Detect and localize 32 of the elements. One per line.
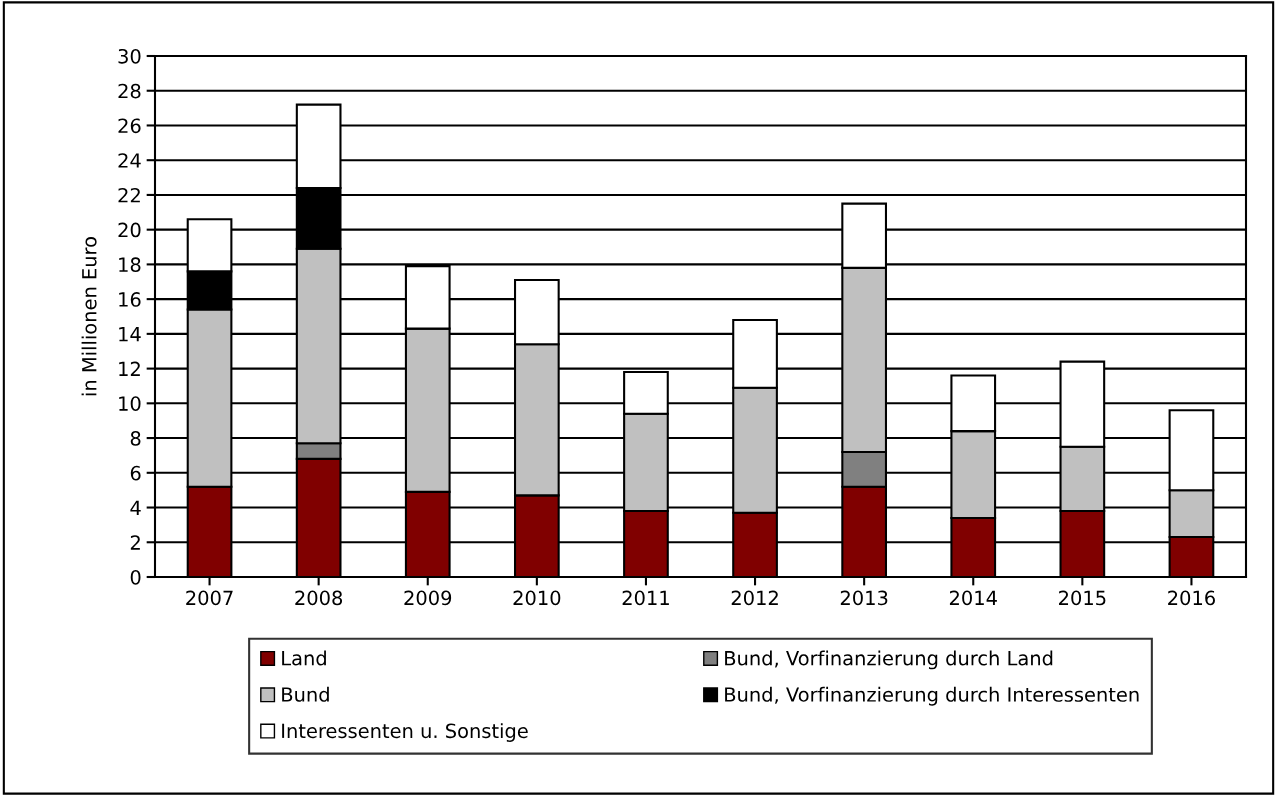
y-tick-label: 16 <box>119 292 141 307</box>
y-tick-label: 6 <box>130 465 141 481</box>
y-tick-label: 14 <box>119 327 141 342</box>
y-tick-label: 20 <box>118 222 141 238</box>
x-tick-label: 2009 <box>404 590 452 606</box>
y-tick-label: 24 <box>118 153 141 168</box>
legend-label: Land <box>282 650 326 666</box>
x-tick-label: 2016 <box>1168 590 1215 606</box>
legend-label: Bund, Vorfinanzierung durch Land <box>725 650 1053 670</box>
y-tick-label: 18 <box>119 257 141 273</box>
x-tick-label: 2007 <box>186 590 233 606</box>
y-tick-label: 12 <box>119 361 140 376</box>
y-tick-label: 10 <box>119 396 141 411</box>
legend-label: Interessenten u. Sonstige <box>282 723 528 742</box>
x-tick-label: 2013 <box>840 590 888 606</box>
x-tick-label: 2014 <box>949 590 997 606</box>
y-tick-label: 0 <box>130 569 141 585</box>
y-tick-label: 22 <box>118 187 140 203</box>
x-tick-label: 2015 <box>1059 590 1106 606</box>
y-tick-label: 28 <box>118 83 141 99</box>
y-tick-label: 4 <box>130 500 141 515</box>
y-tick-label: 8 <box>130 431 141 446</box>
x-tick-label: 2008 <box>295 590 343 606</box>
x-tick-label: 2012 <box>731 590 778 606</box>
legend-label: Bund, Vorfinanzierung durch Interessenten <box>725 686 1139 706</box>
y-tick-label: 26 <box>118 118 141 134</box>
y-tick-label: 2 <box>130 535 140 550</box>
x-tick-label: 2010 <box>513 590 561 606</box>
legend-label: Bund <box>282 686 329 702</box>
y-axis-title: in Millionen Euro <box>81 237 97 396</box>
x-tick-label: 2011 <box>622 590 669 606</box>
y-tick-label: 30 <box>118 48 141 64</box>
